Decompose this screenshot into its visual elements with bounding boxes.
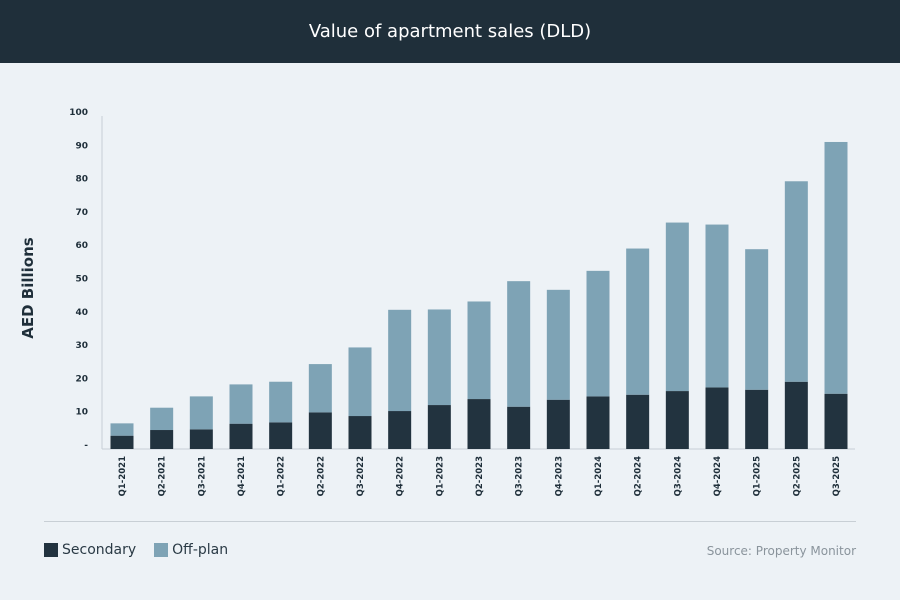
divider [44, 521, 856, 522]
bar-secondary [507, 406, 531, 449]
y-tick-label: 40 [75, 308, 88, 318]
x-tick-label: Q4-2022 [396, 456, 406, 496]
x-tick-label: Q4-2024 [713, 456, 723, 496]
x-tick-label: Q2-2023 [475, 456, 485, 496]
y-tick-label: 90 [75, 141, 88, 151]
legend-item-off-plan: Off-plan [154, 542, 228, 558]
y-tick-label: 100 [69, 108, 88, 118]
bar-secondary [824, 393, 848, 449]
legend-item-secondary: Secondary [44, 542, 136, 558]
bar-off-plan [586, 270, 610, 397]
source-note: Source: Property Monitor [706, 544, 856, 558]
bar-off-plan [745, 249, 769, 390]
x-tick-label: Q4-2023 [554, 456, 564, 496]
x-tick-label: Q3-2023 [515, 456, 525, 496]
bar-off-plan [665, 222, 689, 392]
x-tick-label: Q1-2025 [753, 456, 763, 496]
bar-secondary [626, 394, 650, 449]
x-tick-label: Q3-2025 [832, 456, 842, 496]
x-tick-label: Q1-2024 [594, 456, 604, 496]
bar-secondary [586, 396, 610, 449]
x-tick-label: Q4-2021 [237, 456, 247, 496]
bar-secondary [427, 405, 451, 449]
y-tick-label: 20 [75, 374, 88, 384]
chart-header: Value of apartment sales (DLD) [0, 0, 900, 63]
bar-off-plan [189, 396, 213, 430]
bar-chart: - 10 20 30 40 50 60 70 80 90 100 Q1-2021 Q2-2021 Q3-2… [69, 108, 855, 496]
bar-secondary [110, 435, 134, 449]
legend-swatch-off-plan [154, 543, 169, 557]
legend-label: Secondary [62, 542, 137, 558]
bar-secondary [150, 430, 174, 449]
bar-secondary [348, 416, 372, 449]
bar-off-plan [626, 248, 650, 395]
y-tick-label: 70 [75, 208, 88, 218]
bar-secondary [745, 389, 769, 449]
bar-off-plan [229, 384, 253, 424]
y-tick-label: 30 [75, 341, 88, 351]
bar-off-plan [150, 407, 174, 431]
bar-secondary [308, 412, 332, 449]
y-tick-label: 10 [75, 408, 88, 418]
x-tick-label: Q3-2022 [356, 456, 366, 496]
x-tick-label: Q3-2021 [197, 456, 207, 496]
bar-off-plan [824, 141, 848, 394]
x-tick-label: Q2-2025 [792, 456, 802, 496]
bar-off-plan [467, 301, 491, 400]
legend-swatch-secondary [44, 543, 58, 557]
y-tick-label: 60 [75, 241, 88, 251]
x-tick-label: Q1-2022 [277, 456, 287, 496]
y-tick-label: - [84, 441, 88, 451]
bar-off-plan [784, 181, 808, 382]
x-tick-label: Q2-2022 [316, 456, 326, 496]
x-tick-label: Q2-2021 [158, 456, 168, 496]
bar-secondary [665, 391, 689, 449]
bar-off-plan [546, 289, 570, 400]
bar-off-plan [705, 224, 729, 388]
bar-secondary [705, 387, 729, 449]
bar-off-plan [388, 309, 412, 412]
bar-secondary [269, 422, 293, 449]
bar-off-plan [269, 381, 293, 423]
bar-secondary [784, 381, 808, 449]
bar-secondary [467, 399, 491, 449]
x-tick-label: Q2-2024 [634, 456, 644, 496]
bar-off-plan [110, 423, 134, 436]
x-tick-label: Q1-2023 [435, 456, 445, 496]
x-tick-label: Q3-2024 [673, 456, 683, 496]
bar-secondary [229, 423, 253, 449]
chart-title: Value of apartment sales (DLD) [308, 21, 592, 42]
bar-secondary [189, 429, 213, 449]
bar-secondary [388, 411, 412, 449]
bar-off-plan [308, 364, 332, 413]
legend: Secondary Off-plan [44, 542, 246, 558]
bar-secondary [546, 399, 570, 449]
y-tick-label: 80 [75, 175, 88, 185]
legend-label: Off-plan [172, 542, 229, 558]
y-tick-label: 50 [75, 275, 88, 285]
bar-off-plan [348, 347, 372, 417]
bar-off-plan [427, 309, 451, 406]
bar-off-plan [507, 281, 531, 407]
x-tick-label: Q1-2021 [118, 456, 128, 496]
